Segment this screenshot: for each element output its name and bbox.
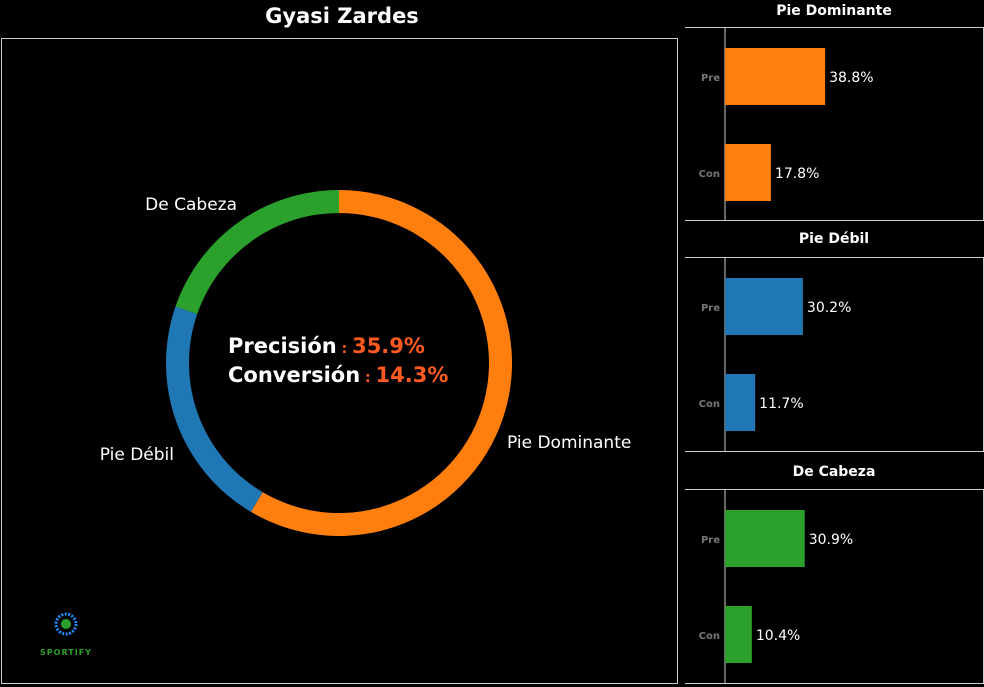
bar-label: 30.2% (807, 300, 851, 316)
globe-icon (54, 612, 78, 636)
tick-label: Con (699, 169, 720, 180)
center-label-0: Precisión : 35.9% (228, 334, 425, 358)
bar-con (725, 606, 752, 663)
panel-title-de-cabeza: De Cabeza (792, 464, 876, 480)
slice-label: Pie Débil (100, 445, 174, 465)
center-label-1: Conversión : 14.3% (228, 363, 448, 387)
slice-label: De Cabeza (145, 195, 237, 215)
sportify-logo: SPORTIFY (36, 612, 96, 659)
bar-con (725, 374, 756, 431)
bar-label: 10.4% (756, 628, 800, 644)
bar-label: 30.9% (809, 532, 853, 548)
bar-con (725, 144, 771, 201)
tick-label: Con (699, 399, 720, 410)
bar-label: 11.7% (759, 396, 803, 412)
tick-label: Pre (701, 303, 720, 314)
slice-label: Pie Dominante (507, 433, 631, 453)
donut-slice-2 (175, 189, 339, 314)
panel-title-pie-dominante: Pie Dominante (776, 3, 892, 19)
donut-slice-0 (250, 190, 513, 536)
donut-chart: Pie Dominante Pie Débil De Cabeza Precisión… (100, 189, 631, 536)
bar-pre (725, 510, 805, 567)
donut-panel: Pie Dominante Pie Débil De Cabeza Precisión… (1, 38, 678, 684)
bar-label: 17.8% (775, 166, 819, 182)
tick-label: Pre (701, 535, 720, 546)
donut-slice-1 (166, 306, 263, 512)
panel-title-pie-debil: Pie Débil (798, 231, 870, 247)
chart-title: Gyasi Zardes (265, 4, 419, 28)
logo-text: SPORTIFY (40, 648, 92, 657)
tick-label: Con (699, 631, 720, 642)
bar-pre (725, 48, 826, 105)
bar-label: 38.8% (829, 70, 873, 86)
tick-label: Pre (701, 73, 720, 84)
bar-pre (725, 278, 803, 335)
